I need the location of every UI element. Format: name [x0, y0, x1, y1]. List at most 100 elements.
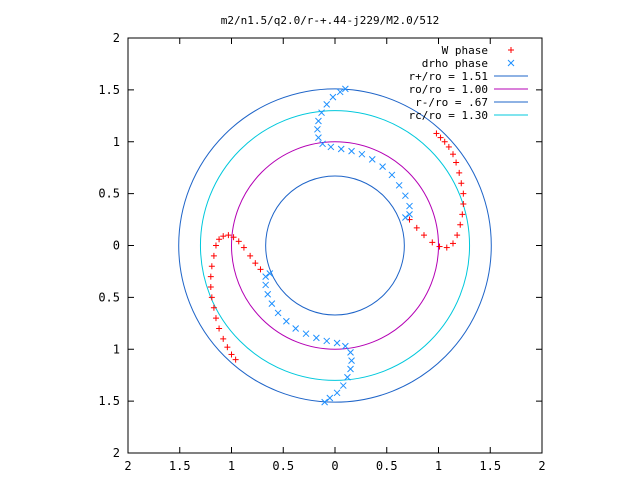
- reference-circles: [178, 88, 492, 403]
- series-1-point: [348, 357, 355, 365]
- series-1-point: [336, 88, 344, 96]
- y-tick-label: 1: [113, 135, 120, 149]
- series-1-point: [333, 339, 341, 347]
- series-1-point: [319, 140, 326, 148]
- series-1-point: [368, 156, 376, 163]
- series-0-point: [441, 138, 448, 145]
- y-tick-label: 1: [113, 342, 120, 356]
- y-tick-label: 0.5: [98, 187, 120, 201]
- y-tick-label: 2: [113, 31, 120, 45]
- series-0-point: [220, 233, 227, 240]
- legend-label: W phase: [442, 44, 488, 57]
- series-0-point: [208, 294, 215, 301]
- series-0-point: [433, 130, 440, 137]
- series-0-point: [459, 211, 466, 218]
- x-tick-label: 2: [124, 459, 131, 473]
- series-0-point: [216, 236, 223, 243]
- series-1-point: [318, 109, 325, 117]
- series-0-point: [240, 244, 247, 251]
- series-1-point: [395, 181, 403, 189]
- series-1-point: [347, 349, 354, 356]
- circle-2: [265, 175, 405, 316]
- series-1-point: [326, 394, 334, 402]
- series-1-point: [337, 145, 345, 153]
- series-1-point: [315, 117, 322, 125]
- series-0-point: [235, 238, 242, 245]
- series-1-point: [321, 398, 329, 406]
- series-0-point: [216, 325, 223, 332]
- series-0-point: [421, 232, 428, 239]
- legend-label: ro/ro = 1.00: [409, 83, 488, 96]
- legend-marker: [507, 59, 515, 67]
- legend-label: rc/ro = 1.30: [409, 109, 488, 122]
- series-1-point: [292, 325, 300, 332]
- series-1-point: [327, 143, 335, 151]
- legend-label: r-/ro = .67: [415, 96, 488, 109]
- y-tick-label: 0.5: [98, 290, 120, 304]
- circle-3: [199, 110, 471, 381]
- series-1-point: [406, 202, 413, 210]
- series-1-point: [402, 214, 409, 221]
- series-0-point: [210, 252, 217, 259]
- legend-marker: [508, 47, 514, 53]
- series-1-point: [262, 281, 270, 289]
- series-1-point: [344, 373, 351, 381]
- series-0-point: [207, 273, 214, 280]
- series-1-point: [341, 342, 349, 350]
- series-0-point: [456, 169, 463, 176]
- series-1-point: [406, 211, 413, 218]
- series-0-point: [443, 244, 450, 251]
- x-tick-label: 1.5: [479, 459, 501, 473]
- y-tick-label: 0: [113, 239, 120, 253]
- series-1-point: [262, 273, 270, 280]
- series-0-point: [449, 151, 456, 158]
- series-0-point: [257, 266, 264, 273]
- series-1-point: [315, 134, 322, 141]
- series-0-point: [225, 232, 232, 239]
- series-1-point: [266, 270, 274, 277]
- series-0-point: [453, 159, 460, 166]
- series-1-point: [302, 330, 310, 338]
- series-0-point: [460, 201, 467, 207]
- y-tick-label: 1.5: [98, 83, 120, 97]
- y-tick-label: 2: [113, 446, 120, 460]
- series-1-point: [283, 317, 290, 325]
- x-tick-label: 0.5: [272, 459, 294, 473]
- series-1-point: [333, 389, 341, 397]
- series-0-point: [457, 221, 464, 228]
- series-0-point: [210, 304, 217, 311]
- series-1-point: [388, 171, 396, 179]
- series-0-point: [208, 263, 215, 270]
- series-0-point: [212, 315, 219, 322]
- x-tick-label: 1.5: [169, 459, 191, 473]
- circle-1: [231, 141, 439, 350]
- y-tick-label: 1.5: [98, 394, 120, 408]
- series-0-point: [429, 239, 436, 246]
- series-1-point: [348, 147, 355, 155]
- x-tick-label: 1: [228, 459, 235, 473]
- series-1-point: [314, 125, 321, 133]
- series-0-point: [207, 284, 214, 290]
- x-tick-label: 0.5: [376, 459, 398, 473]
- series-1-point: [323, 101, 331, 108]
- series-0-point: [437, 134, 444, 141]
- series-0-point: [247, 252, 254, 259]
- series-0-point: [212, 242, 219, 249]
- series-0-point: [454, 232, 461, 239]
- series-0-point: [224, 344, 231, 351]
- series-0-point: [228, 351, 235, 358]
- axis-ticks: 2 1.5 1 0.5 0 0.5 1 1.5 221.510.500.511.52: [98, 31, 545, 473]
- series-0-point: [449, 240, 456, 247]
- series-1-point: [402, 192, 409, 200]
- series-1-point: [347, 365, 354, 373]
- series-0-point: [230, 234, 237, 241]
- series-1-point: [339, 382, 347, 389]
- series-0-point: [232, 356, 239, 363]
- series-1-point: [313, 334, 320, 342]
- chart-title: m2/n1.5/q2.0/r-+.44-j229/M2.0/512: [221, 14, 440, 27]
- series-0-point: [436, 243, 443, 250]
- series-1-point: [264, 290, 272, 298]
- series-0-point: [252, 260, 259, 267]
